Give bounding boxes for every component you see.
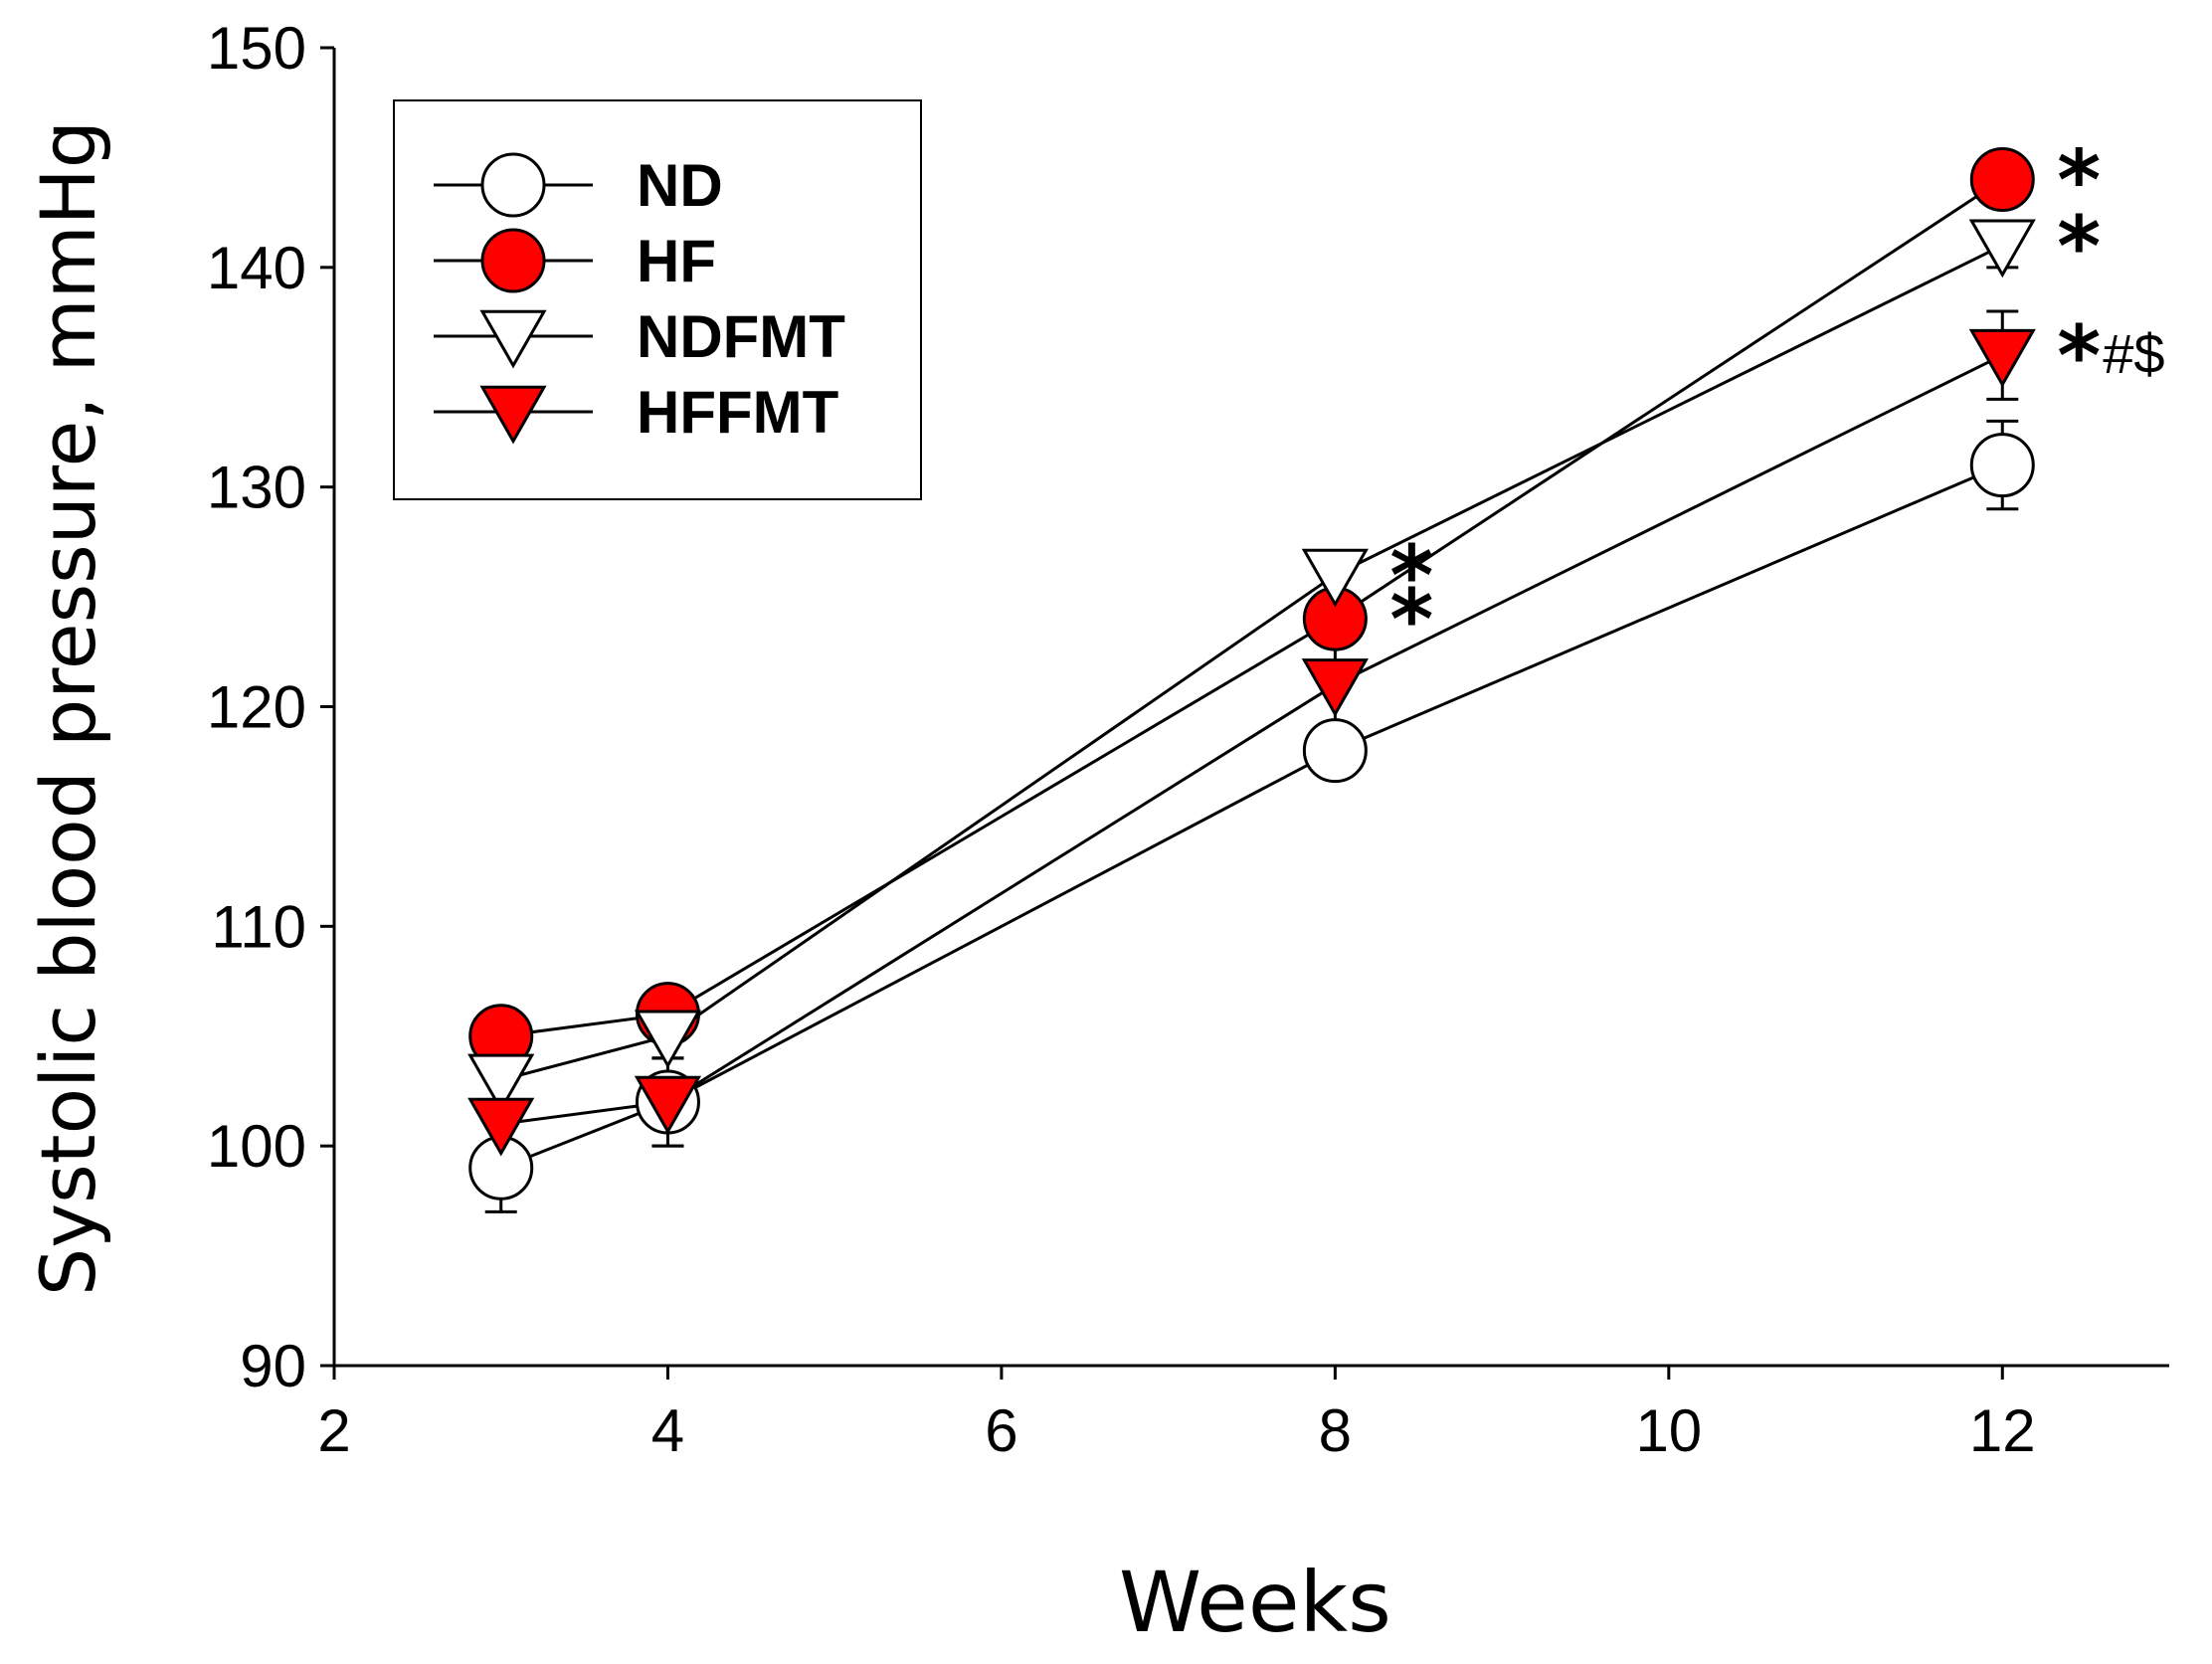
series-line-nd	[500, 463, 2003, 1170]
legend: ND HF NDFMT HFFMT	[393, 99, 922, 500]
significance-star: *	[2057, 307, 2101, 405]
marker-ndfmt	[467, 1053, 535, 1113]
x-tick-label: 12	[1969, 1397, 2036, 1464]
legend-label-hffmt: HFFMT	[637, 379, 838, 446]
x-tick-label: 6	[985, 1397, 1017, 1464]
x-tick-label: 2	[317, 1397, 350, 1464]
legend-label-nd: ND	[637, 152, 723, 219]
annotations: ***** #$	[1389, 132, 2164, 669]
series-markers	[467, 147, 2036, 1201]
marker-hffmt	[1968, 328, 2036, 388]
axes: 2 4 6 8 10 12 90 100 110 120 130 140 150	[207, 15, 2169, 1464]
x-tick-label: 4	[651, 1397, 684, 1464]
y-tick-label: 130	[207, 455, 306, 521]
x-ticks: 2 4 6 8 10 12	[317, 1366, 2036, 1464]
legend-label-ndfmt: NDFMT	[637, 303, 845, 370]
significance-star: *	[2057, 132, 2101, 230]
x-axis-title: Weeks	[1119, 1554, 1391, 1651]
marker-nd	[1302, 718, 1368, 784]
marker-ndfmt	[1301, 548, 1369, 608]
legend-marker-ndfmt	[479, 309, 547, 369]
significance-star: *	[2057, 198, 2101, 295]
significance-star: *	[1389, 527, 1433, 625]
y-tick-label: 90	[240, 1333, 306, 1399]
marker-hffmt	[634, 1075, 702, 1135]
y-tick-label: 110	[211, 893, 306, 960]
marker-hffmt	[467, 1097, 535, 1157]
y-tick-label: 100	[207, 1113, 306, 1180]
y-tick-label: 140	[207, 235, 306, 301]
significance-star: *	[1389, 571, 1433, 668]
legend-frame	[393, 99, 922, 500]
y-tick-label: 150	[207, 15, 306, 82]
y-tick-label: 120	[207, 674, 306, 741]
legend-label-hf: HF	[637, 228, 716, 294]
series-line-ndfmt	[500, 244, 2003, 1082]
x-tick-label: 8	[1319, 1397, 1352, 1464]
marker-nd	[1969, 433, 2035, 498]
series-line-hffmt	[500, 353, 2003, 1126]
marker-ndfmt	[634, 1010, 702, 1069]
legend-marker-nd	[480, 152, 546, 218]
legend-marker-hf	[480, 228, 546, 293]
legend-marker-hffmt	[479, 385, 547, 445]
marker-ndfmt	[1968, 219, 2036, 278]
y-ticks: 90 100 110 120 130 140 150	[207, 15, 334, 1399]
series-lines	[500, 178, 2004, 1170]
y-axis-title: Systolic blood pressure, mmHg	[24, 120, 112, 1296]
series-line-hf	[500, 178, 2004, 1038]
significance-symbols: #$	[2103, 322, 2164, 385]
marker-hffmt	[1301, 658, 1369, 717]
marker-hf	[1969, 147, 2035, 212]
x-tick-label: 10	[1635, 1397, 1702, 1464]
